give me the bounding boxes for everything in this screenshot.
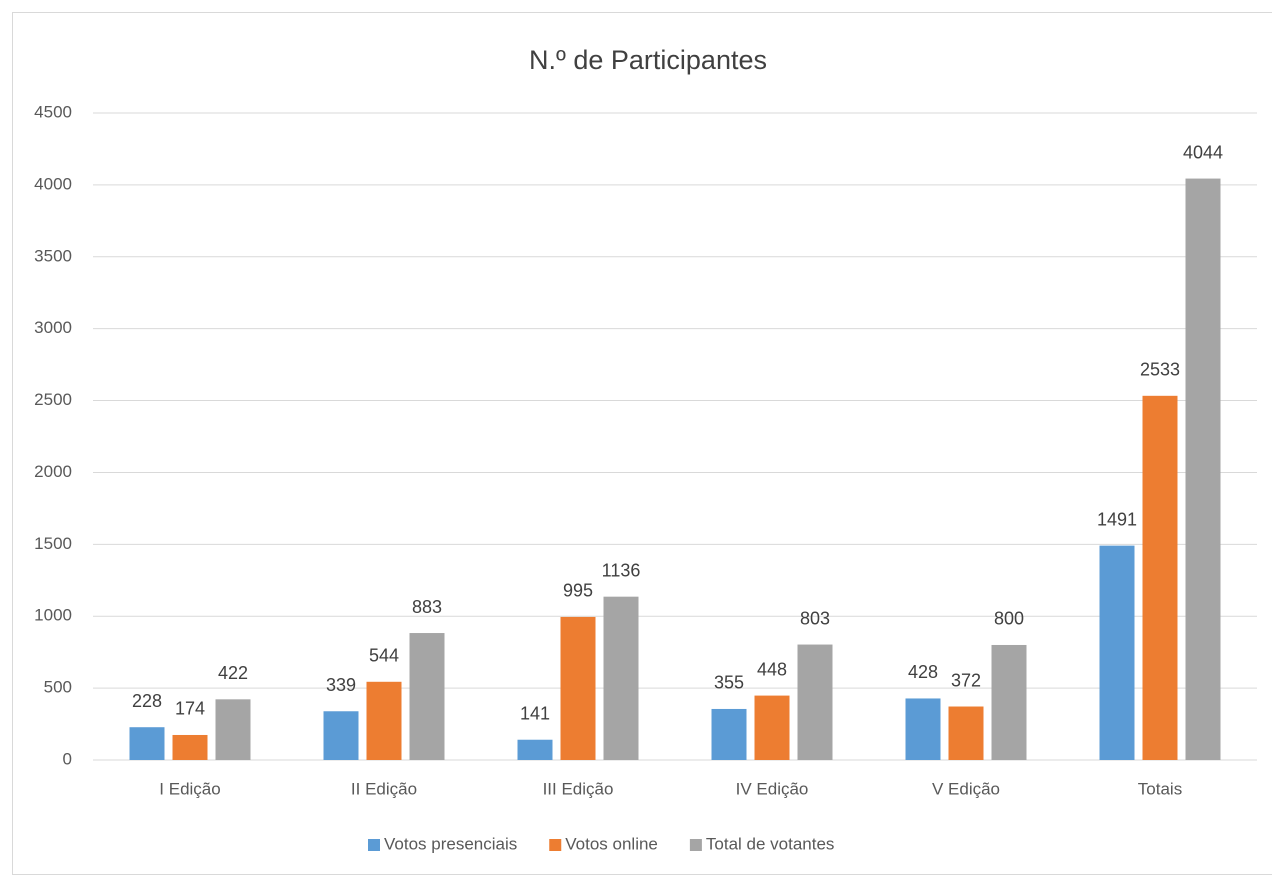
bar: [366, 681, 402, 760]
bar: [948, 706, 984, 760]
bar: [1142, 395, 1178, 760]
bar: [409, 633, 445, 760]
data-label: 544: [369, 646, 399, 666]
data-label: 355: [714, 673, 744, 693]
data-label: 2533: [1140, 360, 1180, 380]
bar: [711, 708, 747, 760]
bar: [1185, 178, 1221, 760]
x-tick-label: III Edição: [543, 779, 614, 798]
data-label: 800: [994, 609, 1024, 629]
bar: [754, 695, 790, 760]
data-label: 228: [132, 691, 162, 711]
data-label: 448: [757, 659, 787, 679]
data-label: 372: [951, 670, 981, 690]
legend-label: Votos online: [565, 834, 658, 853]
y-tick-label: 2500: [34, 390, 72, 409]
data-label: 803: [800, 608, 830, 628]
legend-label: Votos presenciais: [384, 834, 517, 853]
legend-swatch: [368, 839, 380, 851]
chart-title: N.º de Participantes: [529, 45, 767, 75]
bar: [172, 734, 208, 760]
bar: [560, 616, 596, 760]
x-tick-label: I Edição: [159, 779, 220, 798]
bar: [129, 727, 165, 760]
y-tick-label: 1000: [34, 606, 72, 625]
x-tick-label: Totais: [1138, 779, 1182, 798]
y-tick-label: 2000: [34, 462, 72, 481]
data-label: 4044: [1183, 142, 1223, 162]
legend-swatch: [689, 839, 702, 851]
data-label: 339: [326, 675, 356, 695]
data-label: 174: [175, 699, 205, 719]
y-tick-label: 3000: [34, 318, 72, 337]
bar: [905, 698, 941, 760]
y-tick-label: 1500: [34, 534, 72, 553]
bar: [215, 699, 251, 760]
data-label: 1136: [602, 560, 641, 580]
x-tick-label: V Edição: [932, 779, 1000, 798]
y-tick-label: 500: [44, 678, 72, 697]
data-label: 995: [563, 581, 593, 601]
bar: [603, 596, 639, 760]
bar: [323, 711, 359, 760]
y-tick-label: 3500: [34, 246, 72, 265]
data-label: 141: [520, 703, 550, 723]
y-tick-label: 4000: [34, 174, 72, 193]
data-label: 428: [908, 662, 938, 682]
bar: [991, 644, 1027, 760]
y-tick-label: 0: [63, 749, 72, 768]
x-tick-label: IV Edição: [736, 779, 809, 798]
legend-label: Total de votantes: [706, 834, 835, 853]
y-tick-label: 4500: [34, 102, 72, 121]
x-tick-label: II Edição: [351, 779, 417, 798]
data-label: 1491: [1097, 509, 1137, 529]
bar: [1099, 545, 1135, 760]
bar: [517, 739, 553, 760]
data-label: 422: [218, 663, 248, 683]
data-label: 883: [412, 597, 442, 617]
legend-swatch: [549, 839, 562, 851]
bar: [797, 644, 833, 760]
